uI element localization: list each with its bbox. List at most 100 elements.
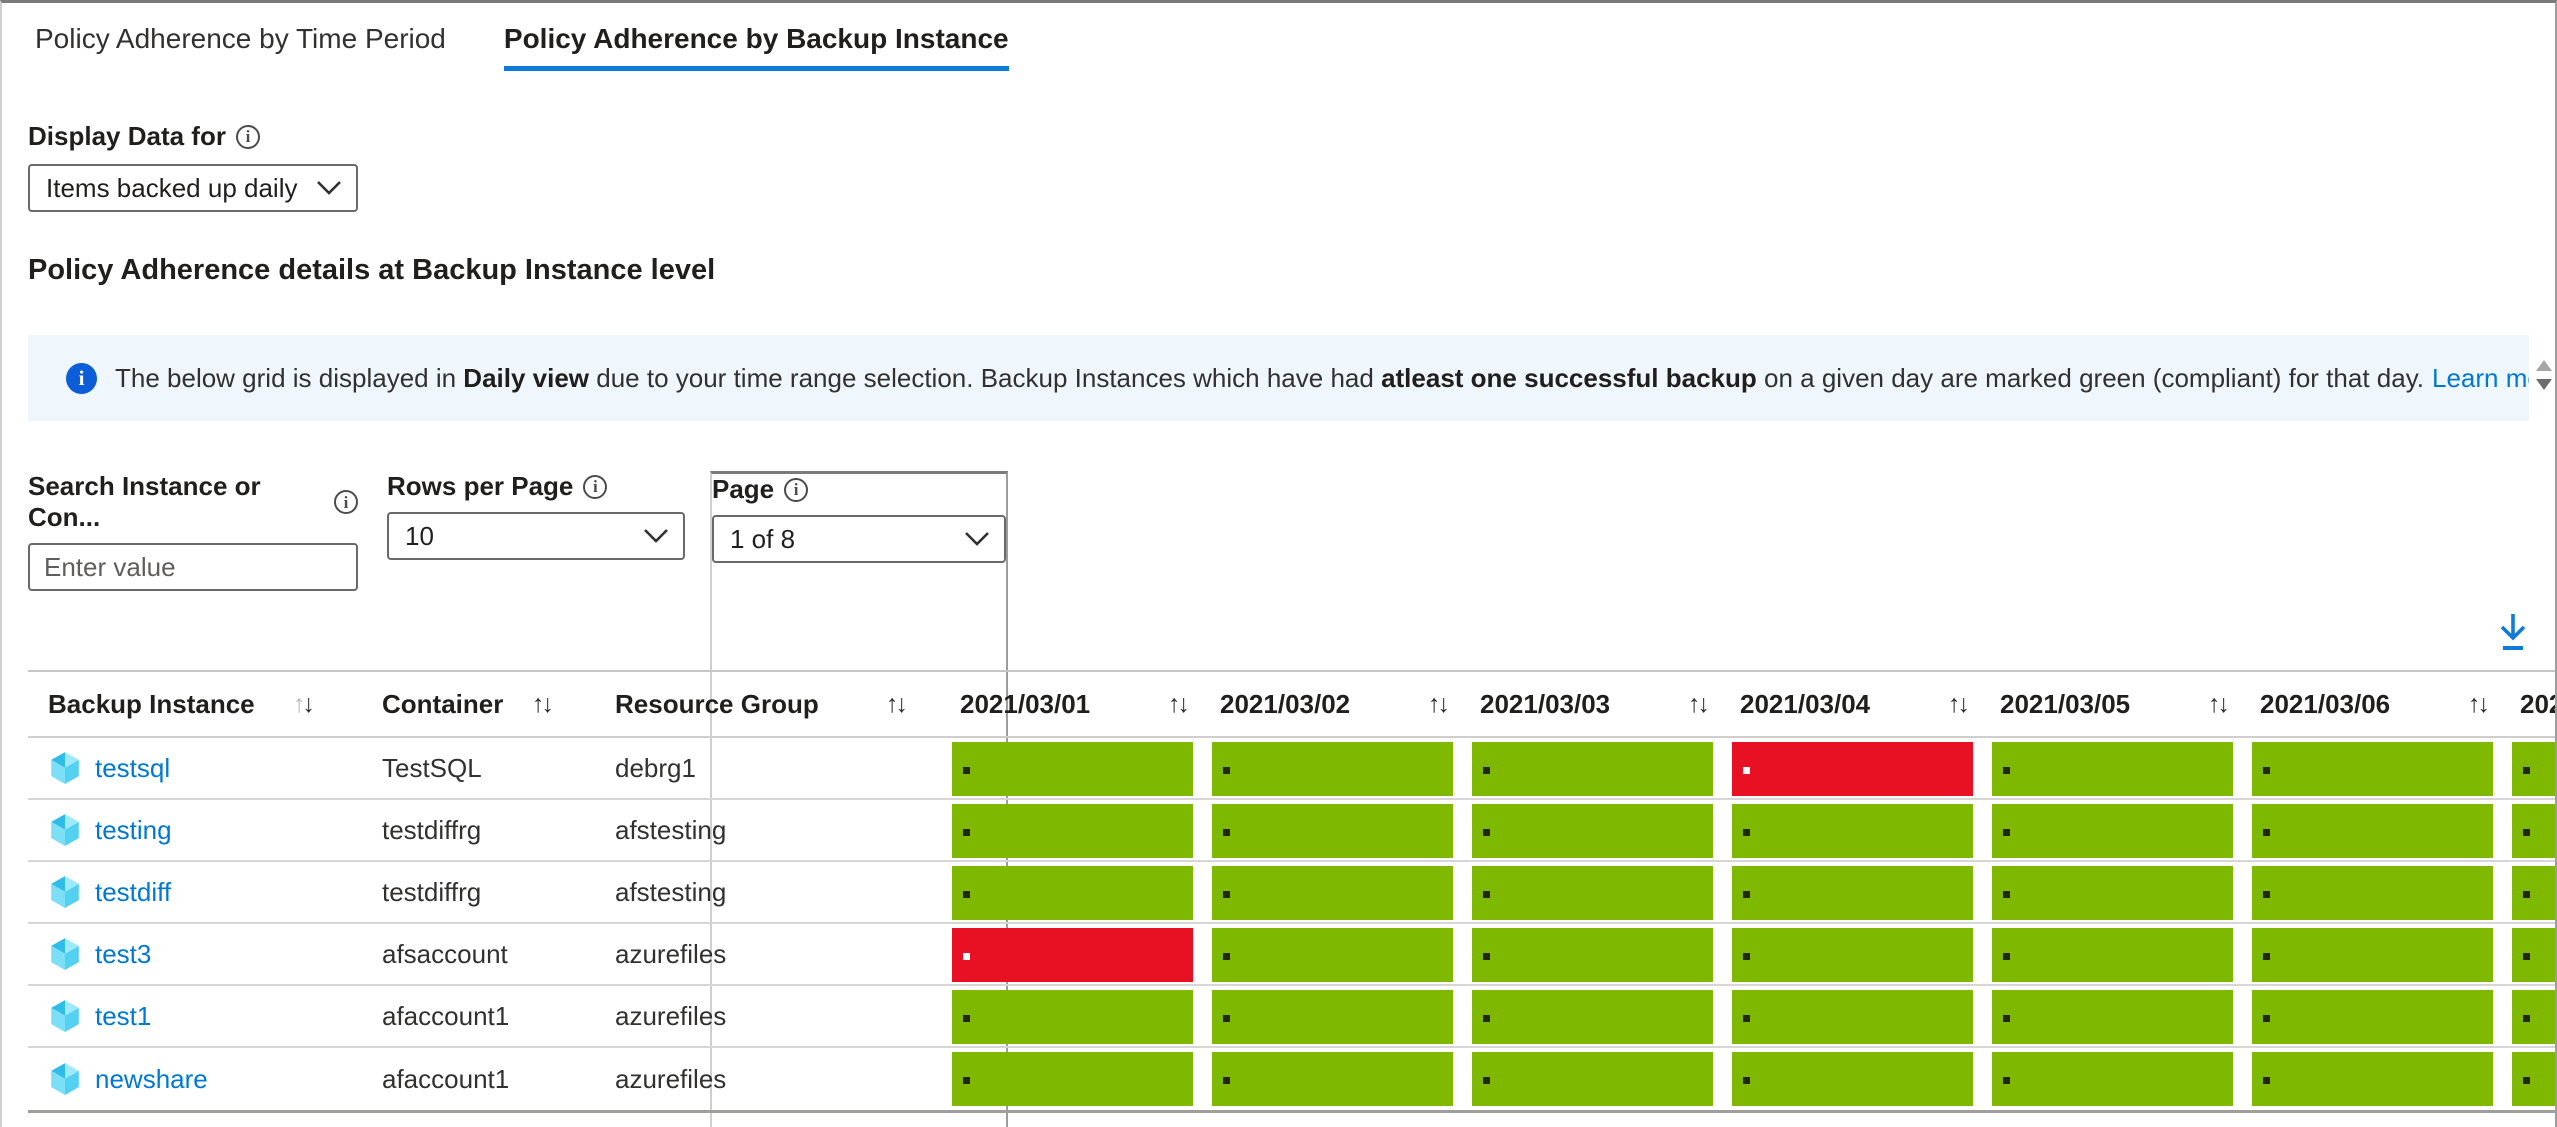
- sort-arrows-icon[interactable]: [293, 690, 312, 719]
- page-select[interactable]: 1 of 8: [712, 515, 1006, 563]
- compliance-dot: [1223, 1077, 1230, 1084]
- chevron-down-icon: [644, 529, 668, 543]
- compliance-block[interactable]: [2512, 742, 2555, 796]
- info-icon[interactable]: [583, 474, 608, 499]
- info-icon[interactable]: [334, 490, 358, 514]
- compliance-block[interactable]: [1472, 1052, 1713, 1106]
- backup-instance-link[interactable]: test1: [95, 1000, 152, 1031]
- backup-instance-link[interactable]: testdiff: [95, 876, 172, 907]
- column-header-date[interactable]: 2021/03/02: [1212, 672, 1472, 736]
- sort-arrows-icon[interactable]: [886, 690, 905, 719]
- compliance-block[interactable]: [1472, 804, 1713, 858]
- compliance-block[interactable]: [1732, 742, 1973, 796]
- column-header-backup-instance[interactable]: Backup Instance: [28, 672, 368, 736]
- compliance-block[interactable]: [2512, 928, 2555, 982]
- compliance-block[interactable]: [1212, 928, 1453, 982]
- compliance-block[interactable]: [1732, 1052, 1973, 1106]
- day-status-cell: [1992, 986, 2252, 1046]
- compliance-block[interactable]: [952, 928, 1193, 982]
- sort-arrows-icon[interactable]: [1948, 690, 1967, 719]
- day-status-cell: [1212, 862, 1472, 922]
- compliance-dot: [1743, 767, 1750, 774]
- compliance-block[interactable]: [952, 1052, 1193, 1106]
- compliance-block[interactable]: [1472, 742, 1713, 796]
- download-button[interactable]: [2492, 609, 2534, 655]
- scroll-arrows[interactable]: [2536, 360, 2552, 398]
- column-header-date[interactable]: 2021/03/06: [2252, 672, 2512, 736]
- tab-policy-adherence-by-backup-instance[interactable]: Policy Adherence by Backup Instance: [503, 23, 1009, 71]
- compliance-block[interactable]: [1992, 928, 2233, 982]
- compliance-block[interactable]: [1992, 1052, 2233, 1106]
- compliance-dot: [963, 1077, 970, 1084]
- compliance-block[interactable]: [2252, 866, 2493, 920]
- compliance-block[interactable]: [2252, 928, 2493, 982]
- compliance-block[interactable]: [952, 990, 1193, 1044]
- compliance-block[interactable]: [2512, 1052, 2555, 1106]
- compliance-block[interactable]: [2252, 804, 2493, 858]
- compliance-dot: [2523, 829, 2530, 836]
- column-header-date[interactable]: 2021/03/07: [2512, 672, 2555, 736]
- compliance-block[interactable]: [2252, 990, 2493, 1044]
- backup-instance-link[interactable]: testsql: [95, 752, 171, 783]
- column-header-date[interactable]: 2021/03/04: [1732, 672, 1992, 736]
- compliance-block[interactable]: [952, 804, 1193, 858]
- sort-arrows-icon[interactable]: [1688, 690, 1707, 719]
- column-label: 2021/03/03: [1480, 688, 1611, 719]
- compliance-block[interactable]: [952, 742, 1193, 796]
- banner-message: The below grid is displayed in Daily vie…: [115, 363, 2424, 394]
- backup-instance-link[interactable]: test3: [95, 938, 152, 969]
- tab-bar: Policy Adherence by Time Period Policy A…: [2, 3, 2555, 71]
- sort-arrows-icon[interactable]: [1428, 690, 1447, 719]
- backup-instance-link[interactable]: testing: [95, 814, 172, 845]
- compliance-block[interactable]: [1992, 742, 2233, 796]
- column-header-resource-group[interactable]: Resource Group: [602, 672, 952, 736]
- compliance-block[interactable]: [1472, 866, 1713, 920]
- compliance-block[interactable]: [1992, 866, 2233, 920]
- sort-arrows-icon[interactable]: [2468, 690, 2487, 719]
- column-header-date[interactable]: 2021/03/03: [1472, 672, 1732, 736]
- compliance-block[interactable]: [2252, 1052, 2493, 1106]
- backup-instance-link[interactable]: newshare: [95, 1063, 208, 1094]
- sort-arrows-icon[interactable]: [532, 690, 551, 719]
- info-icon[interactable]: [235, 124, 260, 149]
- compliance-block[interactable]: [1472, 928, 1713, 982]
- learn-more-link[interactable]: Learn more: [2431, 362, 2529, 393]
- compliance-block[interactable]: [1992, 804, 2233, 858]
- compliance-block[interactable]: [1212, 866, 1453, 920]
- compliance-block[interactable]: [2512, 866, 2555, 920]
- compliance-block[interactable]: [1212, 742, 1453, 796]
- display-data-dropdown[interactable]: Items backed up daily: [28, 164, 358, 212]
- compliance-block[interactable]: [2512, 990, 2555, 1044]
- compliance-block[interactable]: [1732, 928, 1973, 982]
- column-header-container[interactable]: Container: [368, 672, 602, 736]
- compliance-block[interactable]: [1472, 990, 1713, 1044]
- scroll-down-icon[interactable]: [2536, 379, 2552, 390]
- column-header-date[interactable]: 2021/03/01: [952, 672, 1212, 736]
- container-cell: testdiffrg: [382, 814, 482, 845]
- sort-arrows-icon[interactable]: [1168, 690, 1187, 719]
- compliance-block[interactable]: [1212, 990, 1453, 1044]
- table-row: test1 afaccount1 azurefiles: [28, 986, 2555, 1048]
- tab-policy-adherence-by-time-period[interactable]: Policy Adherence by Time Period: [35, 23, 446, 54]
- compliance-block[interactable]: [2252, 742, 2493, 796]
- compliance-dot: [2523, 953, 2530, 960]
- compliance-block[interactable]: [1732, 804, 1973, 858]
- compliance-block[interactable]: [1732, 866, 1973, 920]
- banner-info-icon: i: [66, 362, 97, 394]
- column-header-date[interactable]: 2021/03/05: [1992, 672, 2252, 736]
- backup-item-cube-icon: [51, 876, 79, 908]
- compliance-dot: [1483, 1077, 1490, 1084]
- compliance-block[interactable]: [1992, 990, 2233, 1044]
- sort-arrows-icon[interactable]: [2208, 690, 2227, 719]
- compliance-block[interactable]: [1212, 1052, 1453, 1106]
- compliance-block[interactable]: [1732, 990, 1973, 1044]
- rows-per-page-select[interactable]: 10: [387, 512, 685, 560]
- scroll-up-icon[interactable]: [2536, 360, 2552, 371]
- compliance-block[interactable]: [1212, 804, 1453, 858]
- compliance-block[interactable]: [952, 866, 1193, 920]
- search-input[interactable]: [30, 545, 356, 589]
- info-icon[interactable]: [784, 477, 809, 502]
- compliance-block[interactable]: [2512, 804, 2555, 858]
- day-status-cell: [952, 924, 1212, 984]
